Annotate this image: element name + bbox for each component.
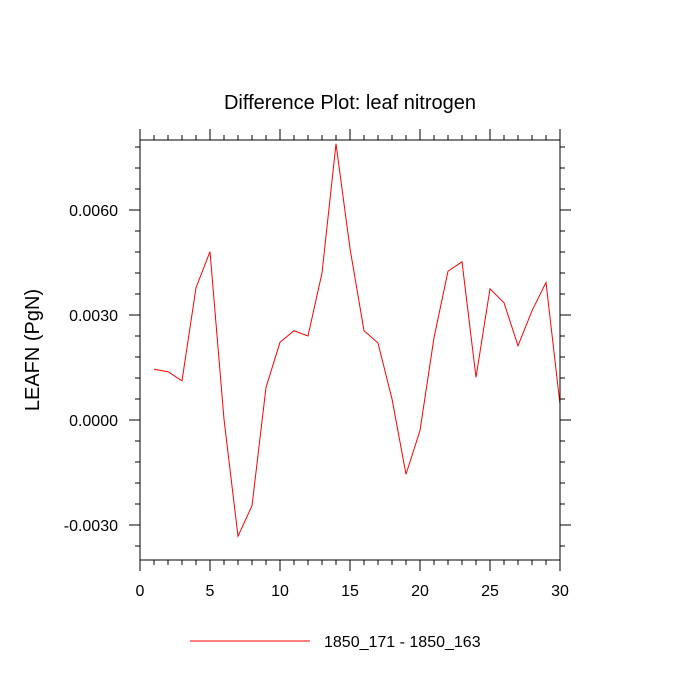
plot-series bbox=[153, 143, 561, 539]
x-tick-label: 20 bbox=[411, 583, 429, 600]
x-tick-label: 15 bbox=[341, 583, 359, 600]
x-tick-label: 30 bbox=[551, 583, 569, 600]
legend-label: 1850_171 - 1850_163 bbox=[324, 634, 481, 651]
x-tick-label: 10 bbox=[271, 583, 289, 600]
y-axis-label: LEAFN (PgN) bbox=[22, 289, 44, 411]
y-tick-label: 0.0000 bbox=[69, 413, 118, 430]
x-tick-label: 5 bbox=[206, 583, 215, 600]
series-line bbox=[153, 143, 561, 539]
x-tick-label: 25 bbox=[481, 583, 499, 600]
chart-title: Difference Plot: leaf nitrogen bbox=[224, 92, 476, 114]
y-tick-label: -0.0030 bbox=[64, 518, 118, 535]
x-tick-label: 0 bbox=[136, 583, 145, 600]
axis-ticks bbox=[129, 129, 571, 571]
axis-tick-labels: 0 5 10 15 20 25 30 -0.0030 0.0000 0.0030 0.0060 bbox=[64, 203, 569, 600]
plot-frame bbox=[139, 139, 561, 561]
y-tick-label: 0.0030 bbox=[69, 308, 118, 325]
legend: 1850_171 - 1850_163 bbox=[190, 634, 481, 651]
y-tick-label: 0.0060 bbox=[69, 203, 118, 220]
